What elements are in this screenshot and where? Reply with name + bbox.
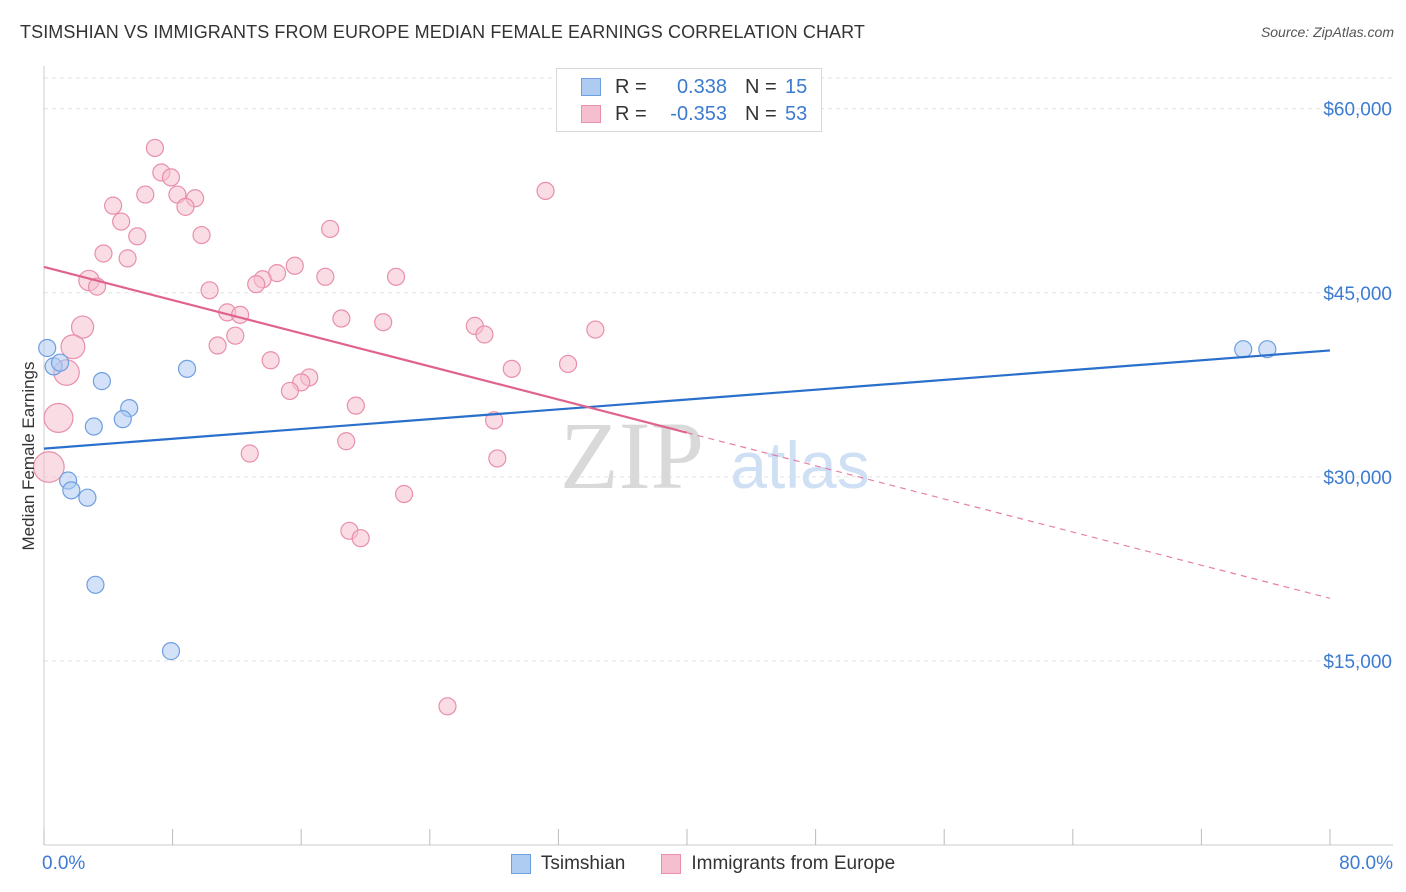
data-point <box>240 444 259 463</box>
x-tick-label-min: 0.0% <box>42 853 85 874</box>
data-point <box>321 219 340 239</box>
data-point <box>62 481 81 500</box>
legend-item-immigrants[interactable]: Immigrants from Europe <box>661 853 895 875</box>
data-point <box>86 575 105 594</box>
data-point <box>38 338 57 358</box>
trend-line-solid <box>43 265 688 434</box>
data-point <box>586 320 605 339</box>
data-point <box>136 185 155 204</box>
legend-label-tsimshian: Tsimshian <box>540 853 626 874</box>
data-point <box>94 244 113 263</box>
data-point <box>226 326 245 345</box>
data-point <box>346 396 365 415</box>
data-point <box>337 432 356 451</box>
trend-lines <box>43 265 1331 599</box>
trend-line-dashed <box>686 432 1331 599</box>
trend-line-solid <box>43 349 1331 450</box>
grid-lines <box>44 77 1393 662</box>
data-point <box>113 410 132 429</box>
y-tick-label: $45,000 <box>1323 284 1392 305</box>
data-point <box>386 267 406 286</box>
stats-legend: R = 0.338 N = 15 R = -0.353 N = 53 <box>556 68 822 132</box>
data-point <box>128 227 147 246</box>
data-point <box>118 249 137 268</box>
legend-r-label: R = <box>615 75 647 98</box>
data-point <box>84 417 103 436</box>
legend-label-immigrants: Immigrants from Europe <box>691 853 896 874</box>
legend-swatch-pink <box>661 854 682 874</box>
data-point <box>208 336 227 355</box>
data-point <box>261 351 280 370</box>
data-point <box>475 325 494 344</box>
data-point <box>92 372 111 391</box>
data-point <box>78 488 97 507</box>
data-point <box>502 359 521 378</box>
data-point <box>43 402 74 433</box>
x-tick-label-max: 80.0% <box>1339 853 1393 874</box>
legend-n-value: 53 <box>785 102 808 125</box>
legend-row-immigrants: R = -0.353 N = 53 <box>581 102 807 126</box>
legend-n-label: N = <box>745 102 777 125</box>
legend-n-label: N = <box>745 75 777 98</box>
data-point <box>536 181 555 201</box>
legend-r-label: R = <box>615 102 647 125</box>
legend-swatch-pink <box>581 105 601 123</box>
legend-n-value: 15 <box>785 75 808 98</box>
data-point <box>112 212 131 231</box>
data-point <box>438 697 457 716</box>
data-point <box>161 642 181 661</box>
data-point <box>351 529 370 548</box>
series-tsimshian-points <box>38 338 1277 661</box>
watermark: ZIP atlas <box>560 402 870 509</box>
legend-item-tsimshian[interactable]: Tsimshian <box>510 853 626 875</box>
legend-swatch-blue <box>581 78 601 96</box>
data-point <box>1258 340 1277 359</box>
data-point <box>161 168 181 187</box>
y-tick-label: $60,000 <box>1323 100 1392 121</box>
watermark-atlas: atlas <box>730 428 869 502</box>
data-point <box>1234 340 1253 359</box>
data-point <box>70 315 95 339</box>
data-point <box>200 281 219 300</box>
data-point <box>488 449 507 468</box>
tick-labels: $15,000 $30,000 $45,000 $60,000 0.0% 80.0% <box>42 100 1393 874</box>
data-point <box>394 484 414 504</box>
data-point <box>247 275 266 294</box>
data-point <box>285 256 304 275</box>
data-point <box>32 451 65 483</box>
legend-row-tsimshian: R = 0.338 N = 15 <box>581 75 807 99</box>
series-immigrants-points <box>32 138 605 716</box>
y-tick-label: $15,000 <box>1323 652 1392 673</box>
legend-swatch-blue <box>510 854 531 874</box>
data-point <box>231 305 250 324</box>
series-legend: Tsimshian Immigrants from Europe <box>0 851 1406 877</box>
legend-r-value: 0.338 <box>676 75 727 98</box>
data-point <box>192 225 211 245</box>
data-point <box>374 313 393 332</box>
data-point <box>50 353 70 372</box>
data-point <box>60 334 86 360</box>
data-point <box>145 138 165 158</box>
data-point <box>280 381 300 401</box>
data-point <box>104 196 123 215</box>
chart-title: TSIMSHIAN VS IMMIGRANTS FROM EUROPE MEDI… <box>20 22 866 42</box>
data-point <box>485 411 504 430</box>
data-point <box>558 354 578 374</box>
legend-r-value: -0.353 <box>670 102 727 125</box>
data-point <box>316 267 335 286</box>
watermark-zip: ZIP <box>560 402 704 509</box>
data-point <box>177 359 197 378</box>
source-credit: Source: ZipAtlas.com <box>1260 24 1394 40</box>
y-axis-label: Median Female Earnings <box>19 362 38 551</box>
data-point <box>176 197 195 216</box>
data-point <box>332 309 351 328</box>
y-tick-label: $30,000 <box>1323 468 1392 489</box>
